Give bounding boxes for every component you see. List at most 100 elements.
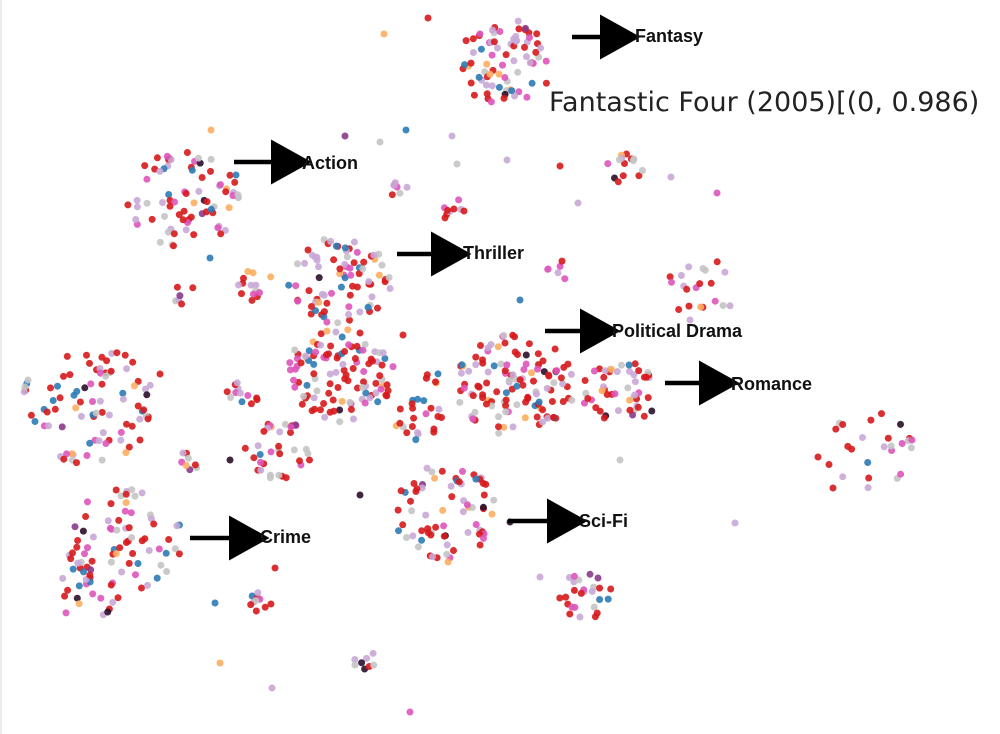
movie-point[interactable] — [320, 291, 328, 299]
movie-point[interactable] — [490, 496, 498, 504]
movie-point[interactable] — [133, 203, 141, 211]
movie-point[interactable] — [146, 381, 154, 389]
movie-point[interactable] — [301, 259, 309, 267]
movie-point[interactable] — [544, 265, 552, 273]
movie-point[interactable] — [488, 26, 496, 34]
movie-point[interactable] — [535, 398, 543, 406]
movie-point[interactable] — [383, 381, 391, 389]
movie-point[interactable] — [360, 368, 368, 375]
movie-point[interactable] — [86, 359, 93, 367]
movie-point[interactable] — [238, 290, 245, 298]
movie-point[interactable] — [613, 368, 621, 376]
movie-point[interactable] — [345, 341, 353, 349]
movie-point[interactable] — [107, 367, 115, 375]
movie-point[interactable] — [310, 370, 318, 378]
movie-point[interactable] — [68, 450, 76, 458]
movie-point[interactable] — [668, 278, 675, 286]
movie-point[interactable] — [635, 367, 643, 375]
movie-point[interactable] — [908, 436, 916, 444]
movie-point[interactable] — [432, 523, 440, 531]
movie-point[interactable] — [590, 367, 598, 375]
movie-point[interactable] — [502, 408, 510, 416]
movie-point[interactable] — [338, 333, 346, 341]
movie-point[interactable] — [432, 378, 439, 386]
movie-point[interactable] — [332, 242, 340, 250]
movie-point[interactable] — [188, 166, 196, 174]
movie-point[interactable] — [533, 413, 541, 421]
movie-point[interactable] — [526, 34, 533, 41]
movie-point[interactable] — [361, 340, 369, 348]
movie-point[interactable] — [56, 394, 64, 402]
movie-point[interactable] — [887, 442, 895, 450]
movie-point[interactable] — [122, 490, 130, 498]
movie-point[interactable] — [107, 500, 115, 508]
movie-point[interactable] — [244, 392, 252, 399]
movie-point[interactable] — [267, 273, 275, 281]
movie-point[interactable] — [424, 525, 432, 533]
movie-point[interactable] — [604, 595, 612, 603]
movie-point[interactable] — [509, 331, 517, 339]
movie-point[interactable] — [520, 366, 528, 373]
movie-point[interactable] — [470, 91, 478, 99]
movie-point[interactable] — [290, 446, 298, 454]
movie-point[interactable] — [349, 282, 356, 290]
movie-point[interactable] — [51, 405, 59, 413]
movie-point[interactable] — [557, 374, 565, 382]
movie-point[interactable] — [353, 342, 361, 350]
movie-point[interactable] — [369, 649, 377, 657]
movie-point[interactable] — [631, 378, 639, 386]
movie-point[interactable] — [471, 408, 479, 416]
movie-point[interactable] — [179, 216, 187, 224]
movie-point[interactable] — [497, 360, 505, 368]
movie-point[interactable] — [577, 589, 585, 597]
movie-point[interactable] — [345, 303, 353, 311]
movie-point[interactable] — [95, 437, 103, 445]
movie-point[interactable] — [472, 361, 480, 369]
movie-point[interactable] — [514, 68, 522, 76]
movie-point[interactable] — [323, 351, 330, 359]
movie-point[interactable] — [346, 291, 354, 299]
movie-point[interactable] — [233, 379, 241, 387]
movie-point[interactable] — [308, 303, 315, 310]
movie-point[interactable] — [350, 259, 358, 267]
movie-point[interactable] — [699, 265, 707, 272]
movie-point[interactable] — [500, 94, 508, 102]
movie-point[interactable] — [49, 397, 57, 404]
movie-point[interactable] — [495, 413, 502, 421]
movie-point[interactable] — [83, 452, 91, 459]
movie-point[interactable] — [403, 183, 411, 191]
movie-point[interactable] — [372, 389, 380, 397]
movie-point[interactable] — [480, 491, 488, 499]
movie-point[interactable] — [207, 205, 215, 213]
movie-point[interactable] — [379, 349, 387, 357]
movie-point[interactable] — [317, 341, 325, 349]
movie-point[interactable] — [343, 253, 351, 261]
movie-point[interactable] — [207, 167, 214, 175]
movie-point[interactable] — [634, 403, 642, 411]
movie-point[interactable] — [276, 428, 284, 436]
movie-point[interactable] — [115, 516, 123, 524]
movie-point[interactable] — [98, 408, 106, 416]
movie-point[interactable] — [317, 406, 324, 414]
movie-point[interactable] — [47, 384, 54, 392]
movie-point[interactable] — [423, 464, 431, 472]
movie-point[interactable] — [707, 279, 715, 287]
movie-point[interactable] — [675, 306, 683, 313]
movie-point[interactable] — [141, 162, 149, 170]
movie-point[interactable] — [164, 228, 172, 236]
movie-point[interactable] — [113, 349, 121, 357]
movie-point[interactable] — [161, 212, 168, 220]
movie-point[interactable] — [376, 138, 384, 146]
movie-point[interactable] — [543, 384, 551, 392]
movie-point[interactable] — [256, 289, 263, 297]
movie-point[interactable] — [83, 351, 90, 359]
movie-point[interactable] — [182, 190, 190, 197]
movie-point[interactable] — [472, 521, 480, 528]
movie-point[interactable] — [424, 14, 432, 22]
movie-point[interactable] — [532, 48, 540, 56]
movie-point[interactable] — [487, 98, 495, 106]
movie-point[interactable] — [566, 610, 574, 618]
movie-point[interactable] — [60, 372, 67, 380]
movie-point[interactable] — [721, 268, 729, 276]
movie-point[interactable] — [364, 303, 372, 311]
